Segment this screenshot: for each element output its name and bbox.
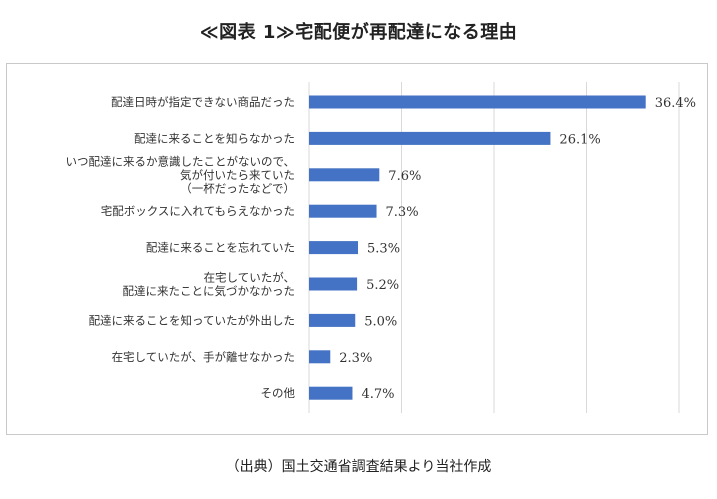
category-label-line: 在宅していたが、手が離せなかった bbox=[112, 350, 295, 364]
value-label: 5.2% bbox=[366, 278, 399, 293]
value-label: 4.7% bbox=[361, 387, 394, 402]
category-label: 配達に来ることを知っていたが外出した bbox=[89, 313, 295, 327]
category-label-line: 配達に来たことに気づかなかった bbox=[123, 284, 296, 298]
value-label: 2.3% bbox=[339, 351, 372, 366]
value-label: 36.4% bbox=[655, 96, 696, 111]
source-note: （出典）国土交通省調査結果より当社作成 bbox=[225, 459, 492, 475]
page-title: ≪図表 1≫宅配便が再配達になる理由 bbox=[199, 22, 518, 43]
value-label: 26.1% bbox=[559, 132, 600, 147]
bar bbox=[309, 204, 377, 218]
bar bbox=[309, 350, 331, 364]
category-label: 配達日時が指定できない商品だった bbox=[111, 95, 295, 109]
bar bbox=[309, 313, 356, 327]
bar bbox=[309, 131, 551, 145]
category-label-line: その他 bbox=[261, 386, 296, 400]
category-label-line: 在宅していたが、 bbox=[204, 270, 295, 284]
bar bbox=[309, 277, 358, 291]
category-label: 宅配ボックスに入れてもらえなかった bbox=[101, 204, 295, 218]
category-label: その他 bbox=[261, 386, 296, 400]
chart-frame bbox=[6, 63, 708, 435]
category-label-line: 配達に来ることを知らなかった bbox=[134, 131, 295, 145]
category-label: いつ配達に来るか意識したことがないので、気が付いたら来ていた（一杯だったなどで） bbox=[65, 154, 295, 195]
bar bbox=[309, 241, 359, 255]
category-label: 配達に来ることを知らなかった bbox=[134, 131, 295, 145]
category-label-line: いつ配達に来るか意識したことがないので、 bbox=[65, 154, 295, 168]
bar bbox=[309, 386, 353, 400]
category-label-line: 配達に来ることを忘れていた bbox=[146, 241, 295, 255]
category-label-line: 宅配ボックスに入れてもらえなかった bbox=[101, 204, 295, 218]
category-label: 在宅していたが、配達に来たことに気づかなかった bbox=[123, 270, 296, 298]
bar bbox=[309, 168, 380, 182]
category-label: 配達に来ることを忘れていた bbox=[146, 241, 295, 255]
category-label-line: （一杯だったなどで） bbox=[180, 181, 295, 195]
bar bbox=[309, 95, 646, 109]
category-label: 在宅していたが、手が離せなかった bbox=[112, 350, 295, 364]
value-label: 5.3% bbox=[367, 242, 400, 257]
value-label: 7.3% bbox=[386, 205, 419, 220]
category-label-line: 配達日時が指定できない商品だった bbox=[111, 95, 295, 109]
value-label: 7.6% bbox=[388, 169, 421, 184]
category-label-line: 配達に来ることを知っていたが外出した bbox=[89, 313, 295, 327]
category-label-line: 気が付いたら来ていた bbox=[180, 168, 295, 182]
value-label: 5.0% bbox=[364, 314, 397, 329]
